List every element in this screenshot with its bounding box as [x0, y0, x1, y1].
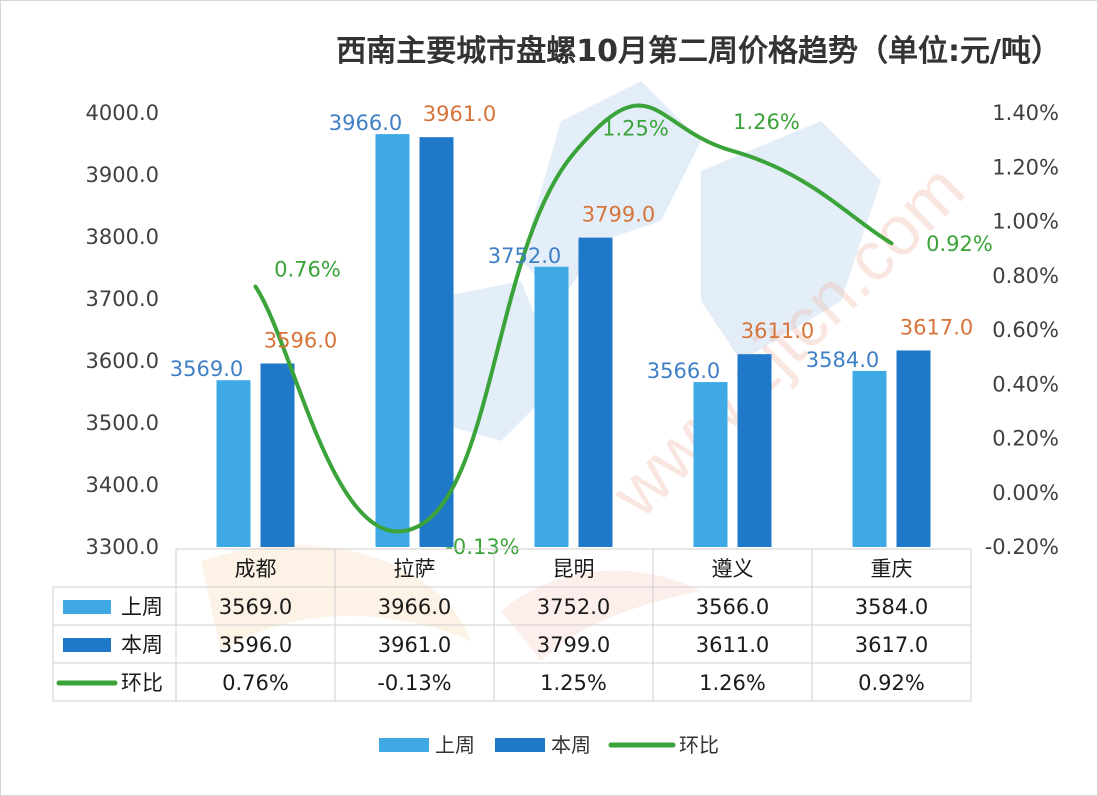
y-tick-label: 4000.0 [86, 101, 159, 125]
table-cell-value: 3566.0 [696, 595, 769, 619]
bar-this-week [419, 137, 454, 547]
table-cell-value: 0.76% [222, 671, 289, 695]
table-header-city: 昆明 [553, 557, 595, 581]
legend-label: 环比 [679, 733, 719, 757]
data-label-this: 3611.0 [741, 319, 814, 343]
table-cell-value: 3966.0 [378, 595, 451, 619]
table-cell-value: 3569.0 [219, 595, 292, 619]
data-label-this: 3961.0 [423, 102, 496, 126]
legend-swatch [495, 738, 545, 752]
bar-this-week [260, 363, 295, 547]
table-cell-value: 3596.0 [219, 633, 292, 657]
chart-title: 西南主要城市盘螺10月第二周价格趋势（单位:元/吨） [336, 34, 1061, 69]
legend-label: 本周 [551, 733, 591, 757]
table-header-city: 成都 [235, 557, 277, 581]
y-tick-label: 3300.0 [86, 535, 159, 559]
bar-this-week [737, 354, 772, 547]
bar-prev-week [693, 382, 728, 547]
y2-tick-label: 0.00% [992, 481, 1059, 505]
data-label-prev: 3752.0 [488, 244, 561, 268]
table-header-city: 拉萨 [394, 557, 436, 581]
y2-tick-label: 0.20% [992, 427, 1059, 451]
table-series-name: 本周 [121, 633, 163, 657]
bar-prev-week [534, 266, 569, 547]
bar-prev-week [375, 134, 410, 547]
y-tick-label: 3600.0 [86, 349, 159, 373]
y2-tick-label: 0.60% [992, 318, 1059, 342]
table-header-city: 遵义 [712, 557, 754, 581]
table-cell-value: 3752.0 [537, 595, 610, 619]
y2-tick-label: 0.40% [992, 372, 1059, 396]
bar-prev-week [216, 380, 251, 547]
bar-series-group [216, 134, 931, 547]
right-axis: -0.20% 0.00% 0.20% 0.40% 0.60% 0.80% 1.00% 1.20… [985, 101, 1059, 559]
y2-tick-label: -0.20% [985, 535, 1059, 559]
data-label-this: 3617.0 [900, 315, 973, 339]
bar-prev-week [852, 370, 887, 547]
y2-tick-label: 0.80% [992, 264, 1059, 288]
table-cell-value: 0.92% [858, 671, 925, 695]
line-change-rate [253, 103, 894, 534]
data-label-change: 0.76% [274, 258, 341, 282]
data-label-change: -0.13% [445, 535, 519, 559]
y2-tick-label: 1.40% [992, 101, 1059, 125]
data-label-this: 3596.0 [264, 328, 337, 352]
legend-label: 上周 [435, 733, 475, 757]
table-series-swatch [63, 600, 111, 614]
y-tick-label: 3700.0 [86, 287, 159, 311]
data-label-change: 1.25% [602, 117, 669, 141]
table-cell-value: 1.26% [699, 671, 766, 695]
legend-swatch [379, 738, 429, 752]
y2-tick-label: 1.20% [992, 155, 1059, 179]
data-label-prev: 3966.0 [329, 111, 402, 135]
legend: 上周 本周 环比 [379, 733, 719, 757]
data-label-prev: 3566.0 [647, 359, 720, 383]
y-tick-label: 3800.0 [86, 225, 159, 249]
table-cell-value: 1.25% [540, 671, 607, 695]
y-tick-label: 3400.0 [86, 473, 159, 497]
table-cell-value: 3611.0 [696, 633, 769, 657]
table-cell-value: 3799.0 [537, 633, 610, 657]
y-tick-label: 3900.0 [86, 163, 159, 187]
left-axis: 3300.0 3400.0 3500.0 3600.0 3700.0 3800.0 3900… [86, 101, 159, 559]
table-series-name: 上周 [121, 595, 163, 619]
table-series-swatch [63, 638, 111, 652]
y-tick-label: 3500.0 [86, 411, 159, 435]
y2-tick-label: 1.00% [992, 210, 1059, 234]
table-cell-value: 3961.0 [378, 633, 451, 657]
bar-this-week [896, 350, 931, 547]
table-cell-value: 3617.0 [855, 633, 928, 657]
data-label-this: 3799.0 [582, 203, 655, 227]
data-label-change: 0.92% [926, 232, 993, 256]
data-labels-group: 3569.0 3596.0 3966.0 3961.0 3752.0 3799.0 3566… [170, 102, 993, 559]
watermark-logo [201, 81, 881, 661]
table-cell-value: 3584.0 [855, 595, 928, 619]
table-cell-value: -0.13% [377, 671, 451, 695]
data-label-change: 1.26% [733, 110, 800, 134]
bar-this-week [578, 237, 613, 547]
data-label-prev: 3569.0 [170, 357, 243, 381]
data-label-prev: 3584.0 [806, 348, 879, 372]
line-series-group [253, 103, 894, 534]
table-series-name: 环比 [121, 671, 163, 695]
table-header-city: 重庆 [871, 557, 913, 581]
